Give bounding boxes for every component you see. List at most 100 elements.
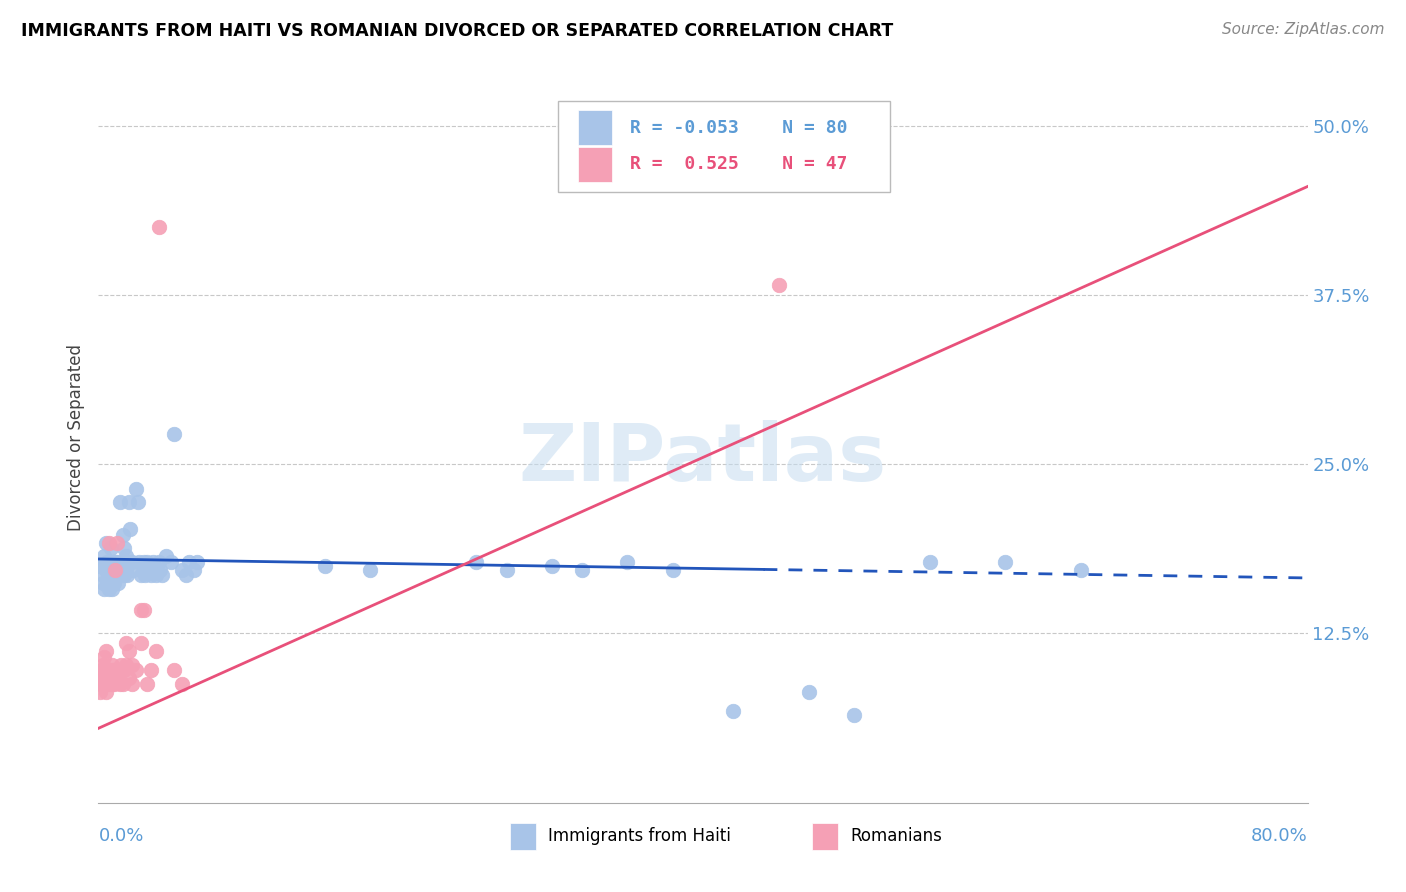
Point bbox=[100, 541, 122, 556]
Point bbox=[150, 568, 173, 582]
Point bbox=[127, 495, 149, 509]
Point bbox=[103, 576, 125, 591]
Point bbox=[90, 676, 112, 690]
Point bbox=[661, 563, 683, 577]
Point bbox=[155, 549, 177, 564]
Point bbox=[120, 522, 142, 536]
Point bbox=[135, 676, 157, 690]
Point bbox=[129, 636, 152, 650]
FancyBboxPatch shape bbox=[558, 101, 890, 192]
Point bbox=[129, 603, 152, 617]
Point bbox=[994, 555, 1017, 569]
Point bbox=[100, 671, 122, 685]
Point bbox=[115, 568, 138, 582]
Point bbox=[91, 671, 114, 685]
Point bbox=[125, 663, 148, 677]
Text: 0.0%: 0.0% bbox=[98, 827, 143, 846]
Point bbox=[148, 555, 170, 569]
Point bbox=[96, 555, 118, 569]
Point bbox=[723, 704, 745, 718]
Point bbox=[110, 555, 132, 569]
Point bbox=[148, 220, 170, 235]
Point bbox=[98, 568, 121, 582]
Point bbox=[103, 676, 125, 690]
Point bbox=[121, 657, 143, 672]
Point bbox=[111, 527, 134, 541]
Text: IMMIGRANTS FROM HAITI VS ROMANIAN DIVORCED OR SEPARATED CORRELATION CHART: IMMIGRANTS FROM HAITI VS ROMANIAN DIVORC… bbox=[21, 22, 893, 40]
Point bbox=[145, 563, 167, 577]
Point bbox=[108, 676, 131, 690]
Point bbox=[797, 684, 820, 698]
Point bbox=[98, 582, 121, 596]
FancyBboxPatch shape bbox=[578, 110, 613, 145]
Point bbox=[94, 644, 117, 658]
Point bbox=[94, 563, 117, 577]
Point bbox=[314, 558, 336, 573]
FancyBboxPatch shape bbox=[811, 822, 838, 850]
FancyBboxPatch shape bbox=[578, 146, 613, 182]
Point bbox=[93, 676, 115, 690]
Point bbox=[98, 535, 121, 549]
Point bbox=[107, 663, 129, 677]
Point bbox=[179, 555, 201, 569]
Point bbox=[360, 563, 382, 577]
Point bbox=[918, 555, 941, 569]
Point bbox=[170, 676, 193, 690]
Point bbox=[768, 278, 790, 293]
Y-axis label: Divorced or Separated: Divorced or Separated bbox=[66, 343, 84, 531]
Point bbox=[118, 671, 141, 685]
Point bbox=[93, 582, 115, 596]
Point bbox=[93, 549, 115, 564]
Point bbox=[170, 563, 193, 577]
Point bbox=[100, 563, 122, 577]
Point bbox=[149, 563, 172, 577]
Point bbox=[96, 676, 118, 690]
Point bbox=[186, 555, 208, 569]
Point bbox=[118, 644, 141, 658]
Point bbox=[465, 555, 488, 569]
Point bbox=[111, 676, 134, 690]
Point bbox=[110, 563, 132, 577]
Point bbox=[94, 535, 117, 549]
Point bbox=[100, 663, 122, 677]
Point bbox=[103, 568, 125, 582]
Point bbox=[134, 568, 156, 582]
Point bbox=[132, 603, 155, 617]
Text: Romanians: Romanians bbox=[851, 827, 942, 845]
Point bbox=[105, 555, 128, 569]
Point bbox=[160, 555, 183, 569]
Point bbox=[112, 541, 135, 556]
Point bbox=[105, 671, 128, 685]
Point bbox=[174, 568, 197, 582]
Point bbox=[100, 568, 122, 582]
Point bbox=[107, 568, 129, 582]
Point bbox=[145, 644, 167, 658]
Point bbox=[118, 495, 141, 509]
Point bbox=[101, 582, 124, 596]
Point bbox=[114, 563, 136, 577]
Text: R = -0.053    N = 80: R = -0.053 N = 80 bbox=[630, 119, 848, 136]
Point bbox=[107, 576, 129, 591]
FancyBboxPatch shape bbox=[509, 822, 536, 850]
Point bbox=[128, 555, 150, 569]
Point bbox=[110, 663, 132, 677]
Point bbox=[121, 676, 143, 690]
Point bbox=[104, 663, 127, 677]
Point bbox=[96, 663, 118, 677]
Point bbox=[132, 555, 155, 569]
Point bbox=[141, 568, 163, 582]
Point bbox=[136, 563, 159, 577]
Point bbox=[121, 555, 143, 569]
Point bbox=[91, 576, 114, 591]
Text: Source: ZipAtlas.com: Source: ZipAtlas.com bbox=[1222, 22, 1385, 37]
Point bbox=[101, 576, 124, 591]
Point bbox=[90, 558, 112, 573]
Point bbox=[495, 563, 517, 577]
Point bbox=[89, 671, 111, 685]
Point bbox=[94, 684, 117, 698]
Point bbox=[105, 535, 128, 549]
Point bbox=[122, 563, 145, 577]
Point bbox=[89, 558, 111, 573]
Point bbox=[103, 563, 125, 577]
Point bbox=[91, 568, 114, 582]
